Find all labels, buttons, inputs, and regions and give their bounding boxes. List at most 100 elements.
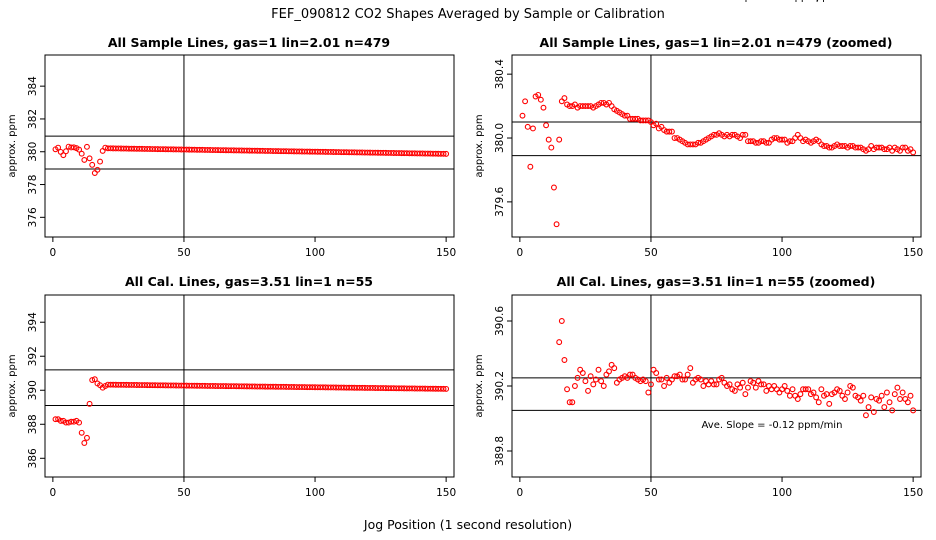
data-point: [745, 384, 751, 391]
data-point: [440, 385, 447, 392]
data-point: [57, 417, 64, 424]
data-point: [789, 386, 796, 393]
data-point: [713, 381, 720, 388]
data-point: [440, 150, 447, 157]
data-point: [81, 440, 88, 446]
data-point: [797, 135, 804, 141]
data-point: [742, 391, 749, 398]
data-point: [658, 376, 665, 383]
data-point: [883, 389, 890, 396]
data-point: [899, 144, 906, 151]
data-point: [689, 141, 696, 148]
data-point: [786, 138, 793, 145]
data-point: [606, 368, 612, 375]
data-point: [697, 376, 704, 383]
x-tick-label: 150: [436, 487, 456, 499]
data-point: [666, 128, 673, 135]
data-point: [553, 221, 560, 228]
x-tick-label: 150: [903, 487, 923, 499]
data-point: [797, 391, 804, 398]
data-point: [543, 122, 550, 129]
annotation: Ave. Slope = -0.1 ppm/min: [705, 0, 840, 3]
panel-sample: All Sample Lines, gas=1 lin=2.01 n=479 0…: [7, 35, 456, 259]
data-point: [668, 128, 675, 135]
panel-title: All Sample Lines, gas=1 lin=2.01 n=479: [108, 35, 390, 50]
data-point: [687, 365, 694, 372]
data-point: [577, 366, 584, 373]
data-point: [734, 381, 741, 388]
x-tick-label: 150: [903, 247, 923, 259]
data-point: [752, 139, 759, 146]
data-point: [566, 399, 573, 406]
data-point: [443, 385, 450, 392]
data-point: [595, 366, 602, 373]
data-point: [63, 148, 69, 155]
y-tick-label: 382: [27, 109, 39, 129]
data-point: [585, 387, 591, 394]
y-tick-label: 390.6: [494, 306, 506, 336]
data-point: [776, 389, 783, 396]
data-point: [862, 412, 869, 419]
data-point: [813, 394, 820, 401]
data-point: [598, 378, 605, 385]
data-point: [70, 418, 77, 425]
data-point: [894, 384, 901, 391]
data-point: [881, 404, 888, 411]
data-point: [904, 399, 911, 406]
data-point: [750, 379, 757, 386]
data-point: [752, 384, 759, 391]
data-point: [76, 146, 83, 153]
x-axis-label: Jog Position (1 second resolution): [363, 517, 572, 532]
data-point: [524, 123, 531, 130]
data-point: [747, 138, 754, 145]
x-tick-label: 150: [436, 247, 456, 259]
data-point: [891, 391, 898, 398]
data-point: [83, 434, 90, 441]
data-point: [792, 392, 799, 399]
data-point: [76, 419, 83, 426]
data-point: [522, 98, 529, 105]
panel-title: All Sample Lines, gas=1 lin=2.01 n=479 (…: [540, 35, 893, 50]
x-tick-label: 100: [772, 487, 792, 499]
data-point: [443, 150, 450, 157]
data-point: [558, 318, 565, 324]
data-point: [613, 379, 620, 386]
data-point: [729, 131, 736, 138]
data-point: [842, 396, 848, 402]
data-point: [537, 96, 544, 103]
data-point: [870, 409, 877, 415]
data-point: [847, 143, 854, 149]
data-point: [574, 374, 581, 381]
panel-title: All Cal. Lines, gas=3.51 lin=1 n=55: [125, 274, 373, 289]
y-tick-label: 380.0: [494, 123, 506, 153]
data-point: [78, 150, 85, 157]
y-tick-label: 376: [27, 207, 39, 227]
y-axis-label: approx. ppm: [474, 114, 485, 177]
y-tick-label: 388: [27, 414, 39, 434]
panel-title: All Cal. Lines, gas=3.51 lin=1 n=55 (zoo…: [557, 274, 876, 289]
data-point: [611, 365, 618, 372]
data-point: [763, 387, 770, 394]
data-point: [55, 144, 62, 151]
data-point: [902, 396, 909, 402]
data-point: [679, 376, 686, 383]
data-point: [708, 378, 715, 385]
plot-frame: [44, 54, 455, 238]
data-point: [815, 399, 822, 406]
data-point: [556, 136, 563, 143]
x-tick-label: 50: [177, 487, 190, 499]
data-point: [784, 387, 791, 394]
data-point: [65, 419, 72, 426]
data-point: [650, 366, 657, 373]
y-tick-label: 379.6: [494, 187, 506, 217]
data-point: [587, 373, 594, 380]
data-point: [910, 407, 917, 414]
x-tick-label: 100: [305, 487, 325, 499]
y-tick-label: 392: [27, 346, 39, 366]
data-point: [710, 381, 717, 388]
y-axis-label: approx. ppm: [7, 114, 18, 177]
data-point: [86, 155, 93, 162]
data-point: [786, 392, 793, 399]
data-point: [598, 99, 605, 106]
